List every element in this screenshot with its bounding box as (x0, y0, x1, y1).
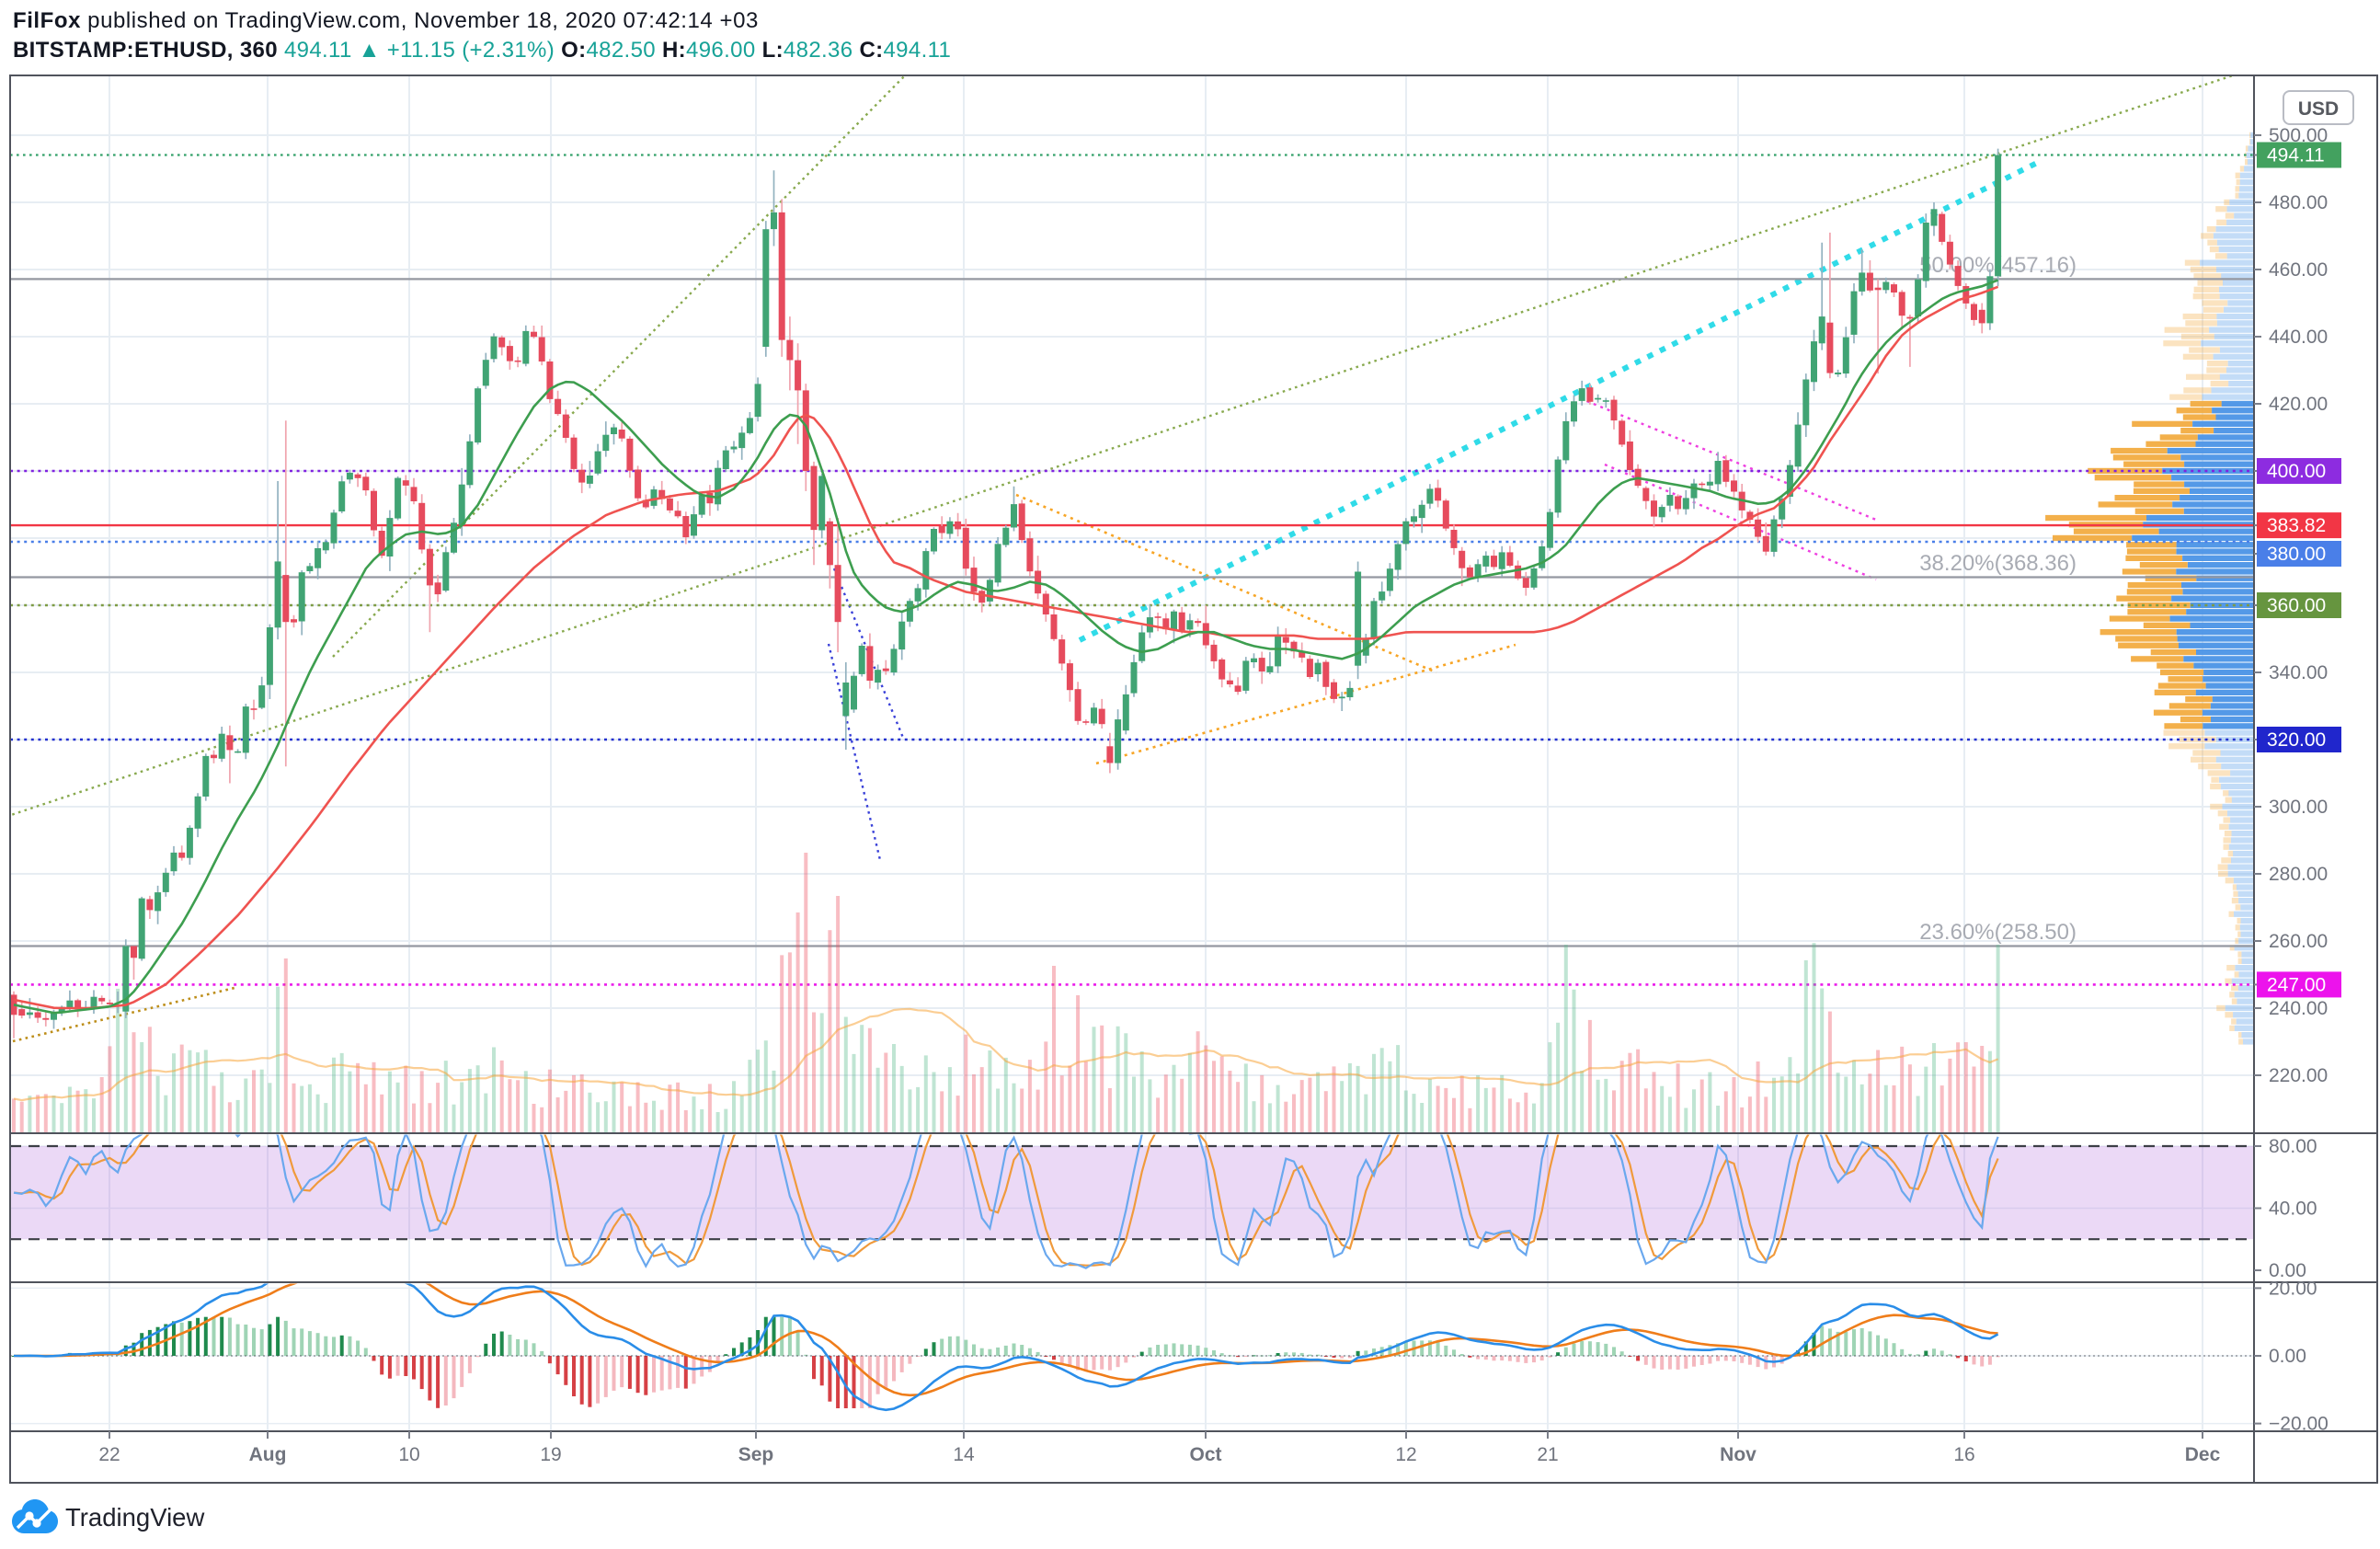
svg-text:Nov: Nov (1720, 1444, 1756, 1465)
svg-text:20.00: 20.00 (2269, 1278, 2317, 1299)
svg-text:480.00: 480.00 (2269, 192, 2328, 213)
svg-text:220.00: 220.00 (2269, 1065, 2328, 1086)
svg-text:420.00: 420.00 (2269, 394, 2328, 415)
svg-text:USD: USD (2298, 98, 2339, 120)
svg-text:Dec: Dec (2185, 1444, 2221, 1465)
svg-text:260.00: 260.00 (2269, 931, 2328, 952)
svg-text:Oct: Oct (1189, 1444, 1221, 1465)
svg-text:0.00: 0.00 (2269, 1346, 2306, 1367)
svg-text:460.00: 460.00 (2269, 259, 2328, 281)
svg-text:10: 10 (398, 1444, 419, 1465)
svg-text:247.00: 247.00 (2267, 974, 2326, 995)
svg-text:500.00: 500.00 (2269, 125, 2328, 146)
svg-text:38.20%(368.36): 38.20%(368.36) (1919, 551, 2077, 576)
svg-text:0.00: 0.00 (2269, 1260, 2306, 1281)
svg-text:320.00: 320.00 (2267, 729, 2326, 751)
svg-text:80.00: 80.00 (2269, 1136, 2317, 1157)
svg-text:FilFox published on TradingVie: FilFox published on TradingView.com, Nov… (13, 8, 759, 33)
svg-text:380.00: 380.00 (2267, 544, 2326, 565)
svg-text:12: 12 (1395, 1444, 1416, 1465)
svg-text:383.82: 383.82 (2267, 515, 2326, 536)
svg-text:300.00: 300.00 (2269, 797, 2328, 818)
svg-text:360.00: 360.00 (2267, 595, 2326, 616)
svg-text:19: 19 (540, 1444, 561, 1465)
svg-text:440.00: 440.00 (2269, 327, 2328, 348)
svg-text:22: 22 (98, 1444, 120, 1465)
svg-text:BITSTAMP:ETHUSD, 360 494.11 ▲: BITSTAMP:ETHUSD, 360 494.11 ▲ +11.15 (+2… (13, 38, 951, 63)
svg-text:Aug: Aug (249, 1444, 287, 1465)
svg-text:14: 14 (953, 1444, 975, 1465)
svg-text:−20.00: −20.00 (2269, 1414, 2329, 1435)
svg-text:TradingView: TradingView (65, 1503, 204, 1532)
svg-text:340.00: 340.00 (2269, 662, 2328, 683)
svg-text:280.00: 280.00 (2269, 864, 2328, 885)
svg-text:400.00: 400.00 (2267, 461, 2326, 482)
svg-text:23.60%(258.50): 23.60%(258.50) (1919, 920, 2077, 945)
svg-text:40.00: 40.00 (2269, 1199, 2317, 1220)
svg-text:494.11: 494.11 (2267, 145, 2325, 166)
svg-text:Sep: Sep (738, 1444, 774, 1465)
svg-text:240.00: 240.00 (2269, 998, 2328, 1019)
svg-text:16: 16 (1953, 1444, 1974, 1465)
svg-text:21: 21 (1537, 1444, 1558, 1465)
